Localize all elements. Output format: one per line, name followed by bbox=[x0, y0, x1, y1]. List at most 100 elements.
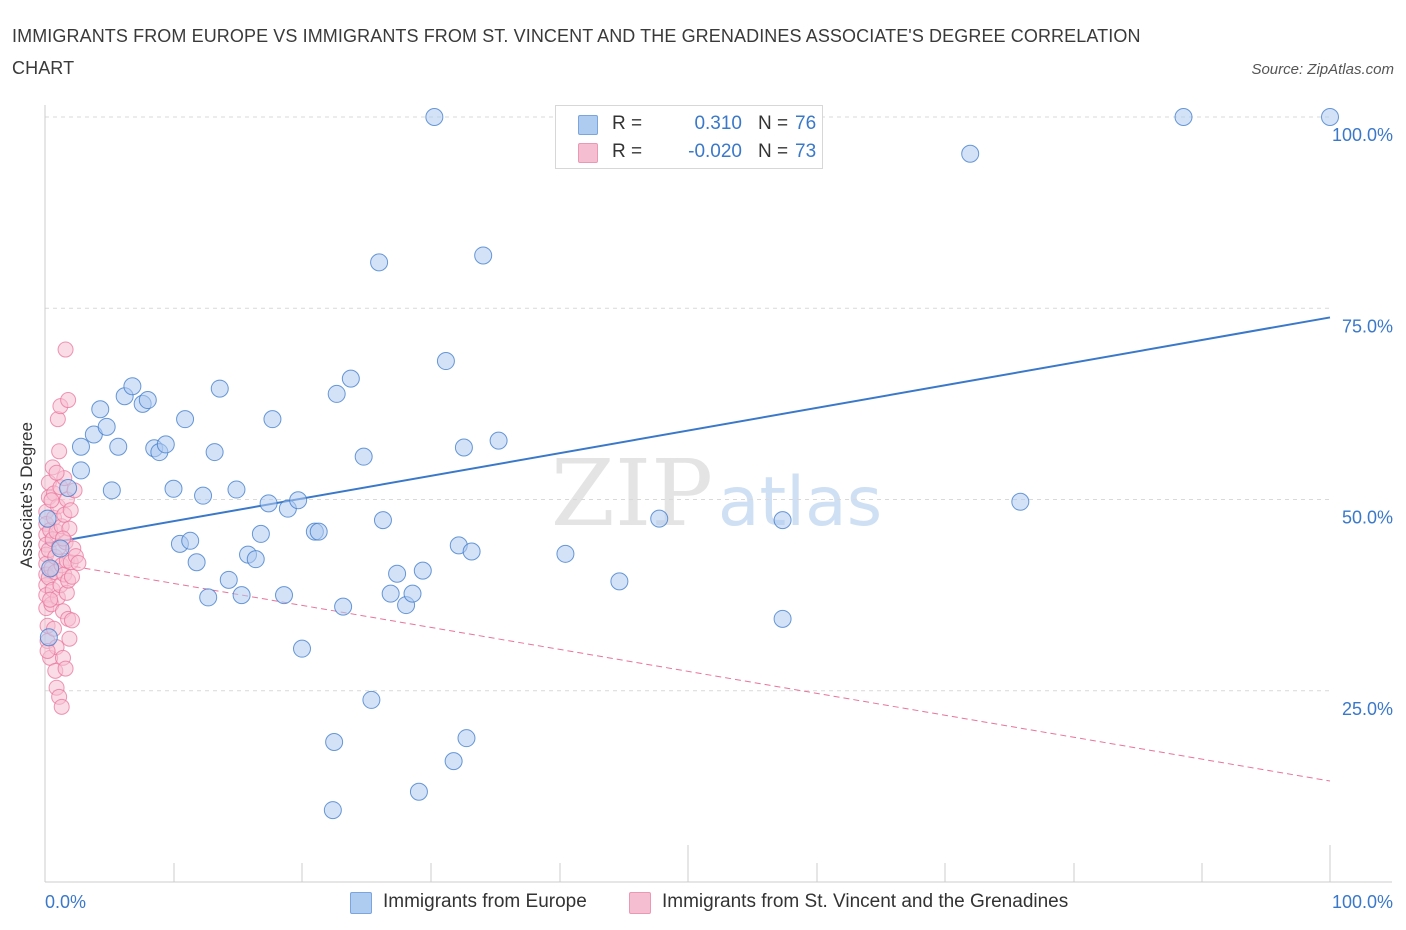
point-europe-49 bbox=[373, 511, 392, 530]
point-st-vincent-59 bbox=[61, 630, 78, 647]
point-europe-53 bbox=[403, 584, 422, 603]
legend-swatch-st-vincent bbox=[629, 892, 651, 914]
point-st-vincent-32 bbox=[49, 411, 66, 428]
legend-swatch-st-vincent bbox=[578, 143, 598, 163]
scatter-points bbox=[38, 108, 1339, 820]
r-label: R = bbox=[612, 141, 643, 162]
point-st-vincent-63 bbox=[63, 568, 80, 585]
point-st-vincent-67 bbox=[70, 554, 87, 571]
point-st-vincent-70 bbox=[43, 492, 60, 509]
y-tick-label-75: 75.0% bbox=[1342, 316, 1393, 336]
y-tick-label-25: 25.0% bbox=[1342, 699, 1393, 719]
chart-source: Source: ZipAtlas.com bbox=[1251, 61, 1394, 78]
point-europe-9 bbox=[102, 481, 121, 500]
point-europe-14 bbox=[138, 391, 157, 410]
point-europe-18 bbox=[164, 479, 183, 498]
point-europe-8 bbox=[97, 417, 116, 436]
point-europe-59 bbox=[444, 752, 463, 771]
point-europe-32 bbox=[251, 524, 270, 543]
point-europe-26 bbox=[210, 379, 229, 398]
point-europe-63 bbox=[474, 246, 493, 265]
point-europe-51 bbox=[388, 564, 407, 583]
point-europe-73 bbox=[1174, 108, 1193, 126]
point-europe-31 bbox=[246, 550, 265, 569]
legend-swatch-europe bbox=[578, 115, 598, 135]
n-label: N = bbox=[758, 141, 789, 162]
n-label: N = bbox=[758, 113, 789, 134]
point-europe-21 bbox=[181, 531, 200, 550]
point-europe-61 bbox=[457, 729, 476, 748]
point-europe-3 bbox=[59, 479, 78, 498]
point-europe-10 bbox=[109, 437, 128, 456]
y-tick-label-50: 50.0% bbox=[1342, 508, 1393, 528]
trend-lines bbox=[44, 316, 1331, 782]
point-europe-17 bbox=[156, 435, 175, 454]
point-europe-62 bbox=[462, 542, 481, 561]
grid-lines bbox=[45, 116, 1330, 692]
point-europe-23 bbox=[194, 486, 213, 505]
point-europe-0 bbox=[38, 509, 57, 528]
x-tick-label-min: 0.0% bbox=[45, 892, 86, 912]
point-europe-64 bbox=[489, 431, 508, 450]
point-europe-42 bbox=[323, 801, 342, 820]
point-europe-37 bbox=[289, 491, 308, 510]
zipatlas-watermark: ZIP atlas bbox=[551, 440, 882, 547]
point-st-vincent-62 bbox=[63, 612, 80, 629]
point-europe-45 bbox=[341, 369, 360, 388]
point-europe-2 bbox=[39, 628, 58, 647]
point-europe-20 bbox=[176, 410, 195, 429]
x-tick-label-max: 100.0% bbox=[1332, 892, 1393, 912]
correlation-legend: R = 0.310 N = 76 R = -0.020 N = 73 bbox=[555, 105, 823, 169]
point-europe-69 bbox=[773, 511, 792, 530]
point-europe-66 bbox=[610, 572, 629, 591]
point-europe-71 bbox=[961, 144, 980, 163]
point-st-vincent-35 bbox=[51, 443, 68, 460]
point-europe-48 bbox=[370, 253, 389, 272]
point-europe-27 bbox=[219, 570, 238, 589]
point-st-vincent-49 bbox=[57, 341, 74, 358]
point-europe-5 bbox=[71, 437, 90, 456]
n-value: 76 bbox=[795, 113, 817, 134]
trend-line-st-vincent bbox=[44, 560, 1331, 782]
trend-line-europe bbox=[44, 316, 1331, 545]
watermark-atlas: atlas bbox=[718, 463, 882, 542]
point-europe-29 bbox=[232, 586, 251, 605]
point-europe-72 bbox=[1011, 492, 1030, 511]
point-europe-25 bbox=[205, 443, 224, 462]
y-tick-label-100: 100.0% bbox=[1332, 125, 1393, 145]
point-st-vincent-69 bbox=[42, 591, 59, 608]
point-europe-55 bbox=[413, 561, 432, 580]
point-europe-7 bbox=[91, 400, 110, 419]
point-europe-47 bbox=[362, 690, 381, 709]
point-europe-67 bbox=[650, 509, 669, 528]
point-st-vincent-43 bbox=[53, 698, 70, 715]
point-europe-1 bbox=[41, 559, 60, 578]
watermark-zip: ZIP bbox=[551, 440, 713, 547]
y-axis-title: Associate's Degree bbox=[17, 422, 36, 568]
tick-labels: 25.0% 50.0% 75.0% 100.0% 0.0% 100.0% bbox=[45, 125, 1393, 912]
point-europe-28 bbox=[227, 480, 246, 499]
point-europe-12 bbox=[123, 377, 142, 396]
r-value: -0.020 bbox=[688, 141, 742, 162]
n-value: 73 bbox=[795, 141, 817, 162]
point-europe-22 bbox=[187, 553, 206, 572]
point-europe-34 bbox=[263, 410, 282, 429]
point-europe-54 bbox=[409, 782, 428, 801]
point-europe-70 bbox=[773, 609, 792, 628]
chart-title: IMMIGRANTS FROM EUROPE VS IMMIGRANTS FRO… bbox=[12, 26, 1141, 78]
point-st-vincent-51 bbox=[57, 660, 74, 677]
point-europe-24 bbox=[199, 588, 218, 607]
point-europe-35 bbox=[275, 586, 294, 605]
point-st-vincent-61 bbox=[62, 502, 79, 519]
point-europe-44 bbox=[334, 597, 353, 616]
point-europe-33 bbox=[259, 494, 278, 513]
point-europe-65 bbox=[556, 544, 575, 563]
point-europe-41 bbox=[327, 384, 346, 403]
r-value: 0.310 bbox=[694, 113, 742, 134]
series-legend: Immigrants from Europe Immigrants from S… bbox=[0, 889, 1406, 915]
point-st-vincent-55 bbox=[60, 392, 77, 409]
point-europe-56 bbox=[425, 108, 444, 126]
point-europe-4 bbox=[71, 461, 90, 480]
point-europe-75 bbox=[51, 539, 70, 558]
